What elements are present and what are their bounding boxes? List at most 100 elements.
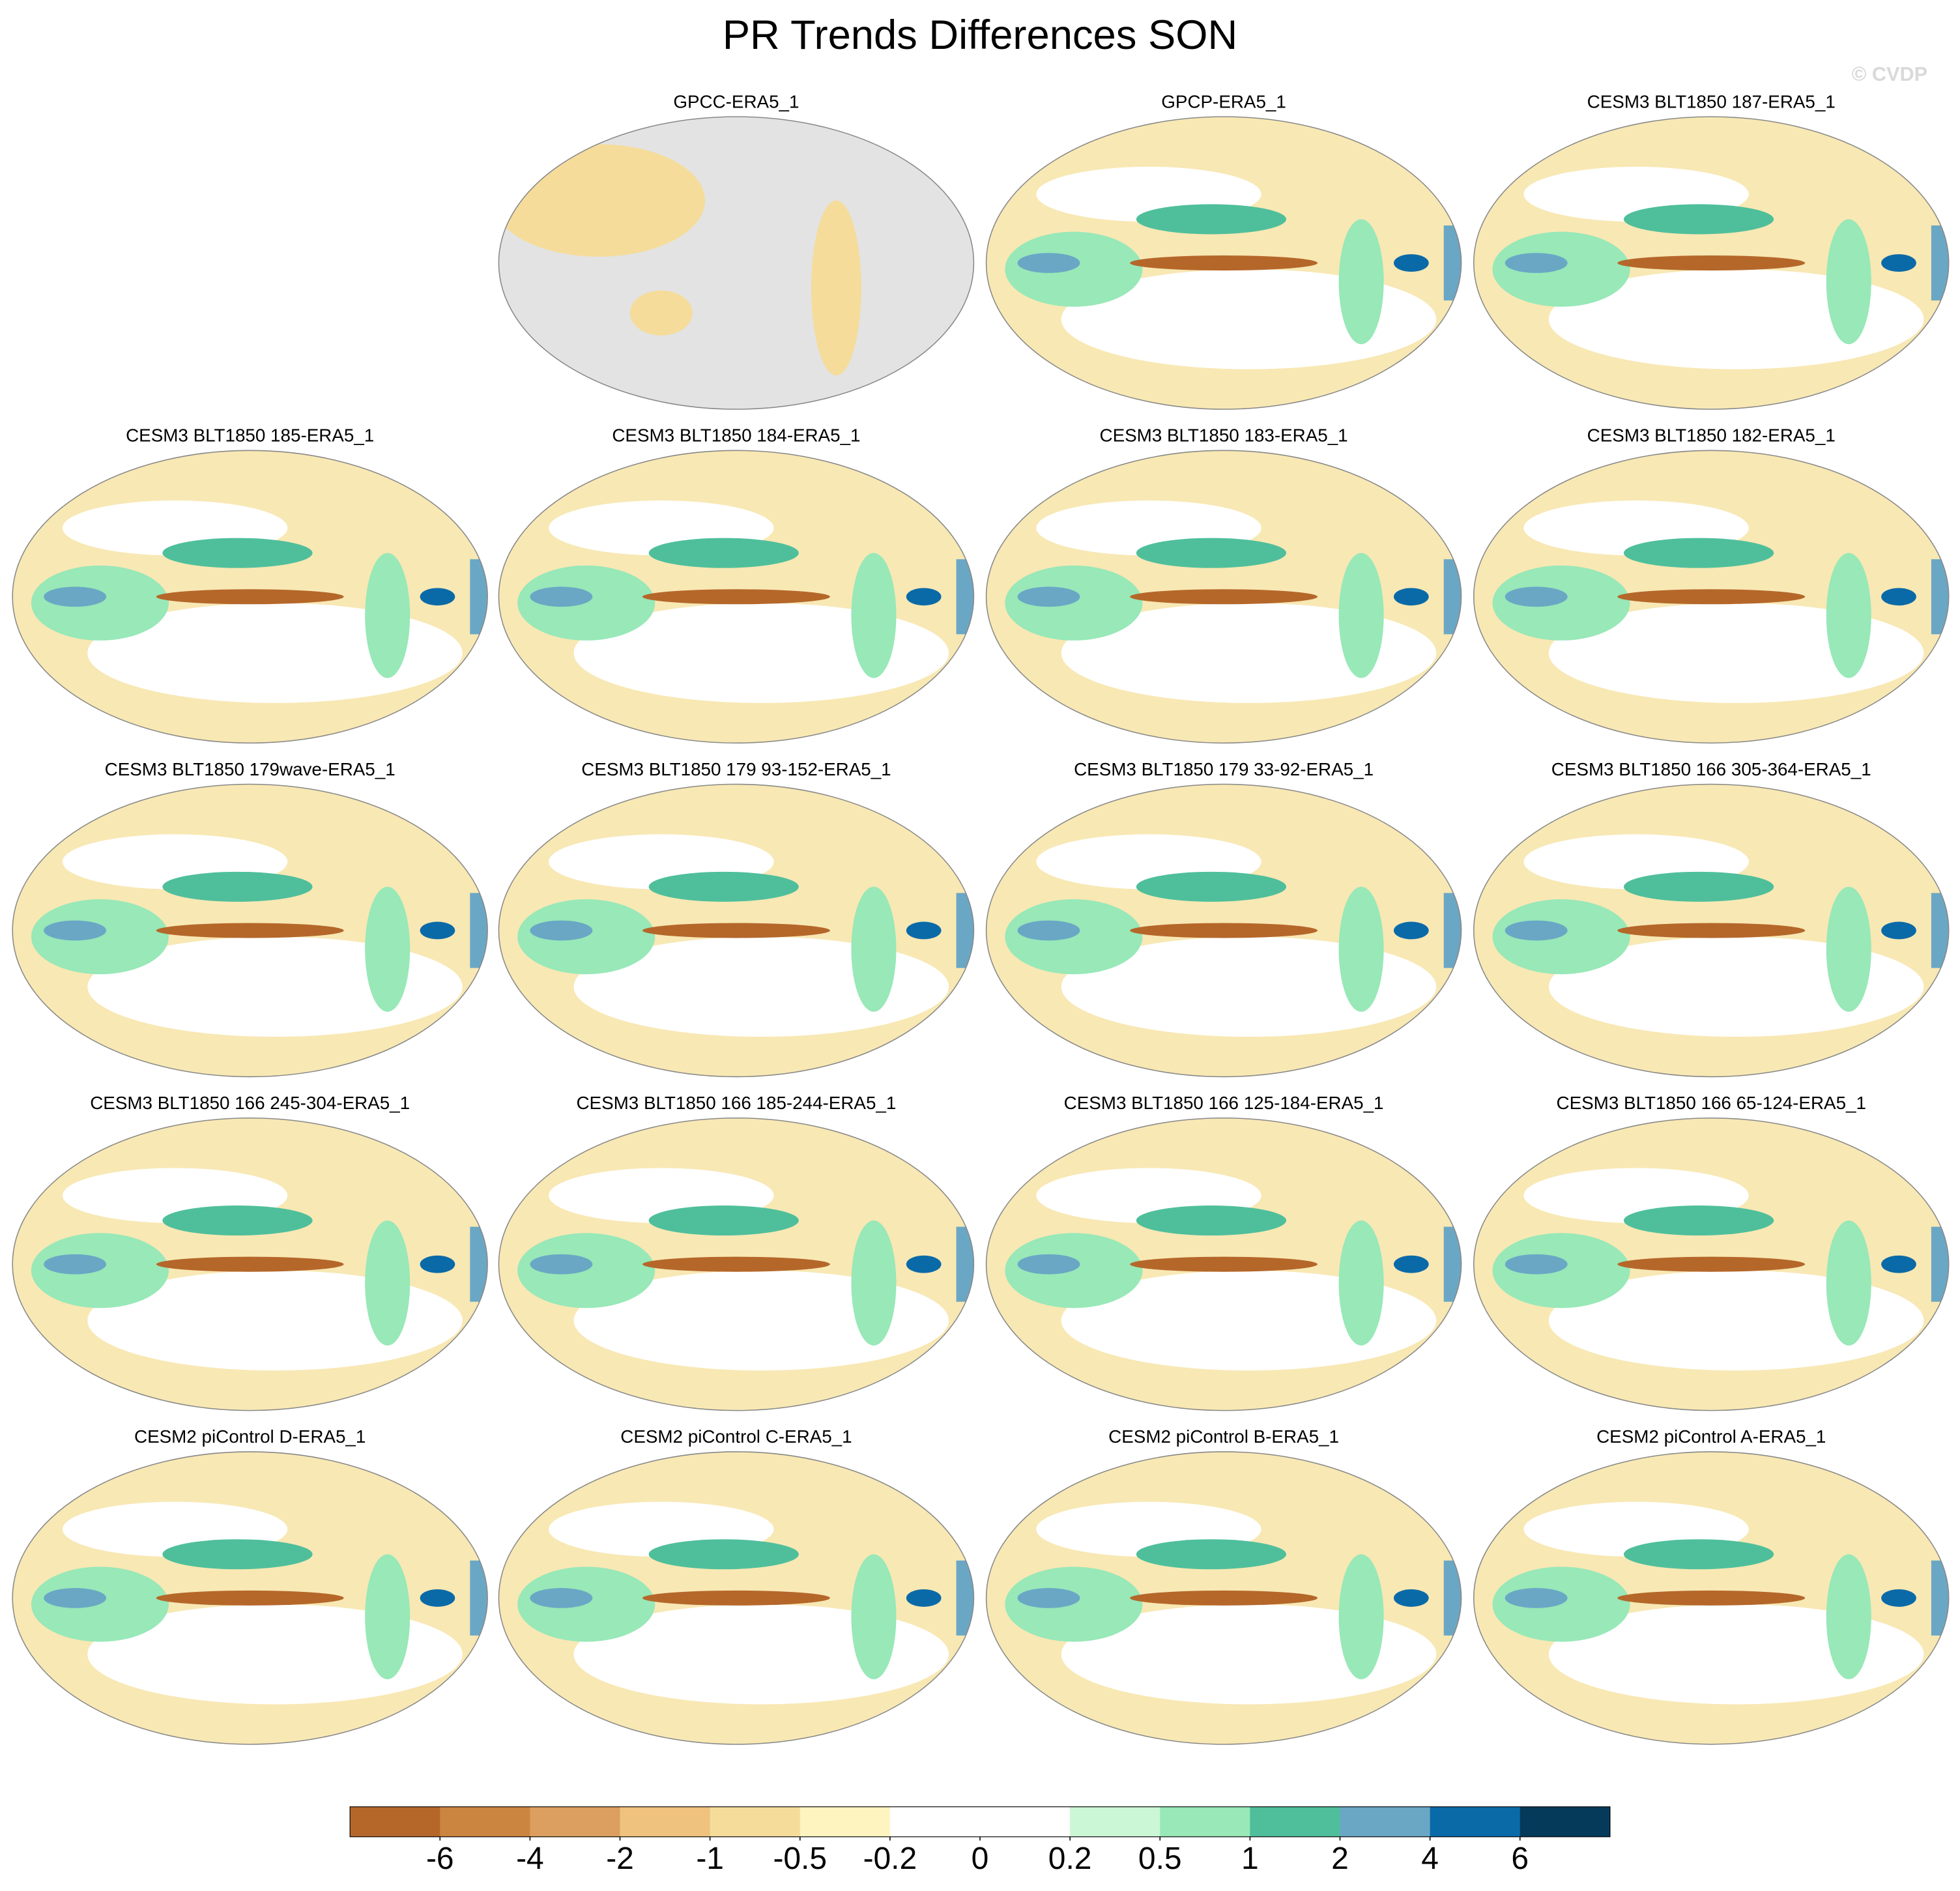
region: [156, 1590, 344, 1606]
region: [1017, 586, 1080, 607]
colorbar-label: -6: [426, 1841, 454, 1876]
region: [470, 559, 488, 635]
map-border: [498, 116, 975, 410]
map-border: [498, 1451, 975, 1745]
panel-title: CESM3 BLT1850 179wave-ERA5_1: [105, 759, 396, 779]
colorbar-label: 1: [1241, 1841, 1259, 1876]
map: [12, 450, 488, 743]
region: [1617, 923, 1806, 938]
map: [986, 1118, 1462, 1411]
region: [470, 1560, 488, 1636]
region: [1505, 586, 1568, 607]
region: [1136, 538, 1286, 568]
region: [1623, 1205, 1774, 1236]
region: [1005, 899, 1143, 975]
region: [1931, 559, 1949, 635]
map: [498, 784, 974, 1077]
colorbar-box: [889, 1806, 981, 1837]
region: [1136, 204, 1286, 235]
region: [956, 1226, 974, 1302]
region: [1338, 219, 1384, 345]
map-border: [498, 783, 975, 1078]
map: [498, 1451, 974, 1744]
region: [851, 1554, 897, 1680]
region: [1505, 920, 1568, 941]
map-border: [12, 783, 488, 1078]
watermark: © CVDP: [1852, 63, 1927, 85]
colorbar-label: 0: [972, 1841, 989, 1876]
region: [1130, 589, 1318, 605]
region: [1130, 1590, 1318, 1606]
colorbar-box: [440, 1806, 530, 1837]
region: [1826, 553, 1871, 678]
region: [1931, 1560, 1949, 1636]
colorbar-label: 0.2: [1048, 1841, 1092, 1876]
map-border: [12, 450, 488, 743]
region: [1505, 1588, 1568, 1608]
region: [648, 1205, 799, 1236]
region: [906, 588, 942, 606]
region: [1492, 565, 1630, 641]
region: [1623, 1539, 1774, 1570]
map: [986, 784, 1462, 1077]
region: [1443, 225, 1462, 301]
region: [1826, 219, 1871, 345]
colorbar-box: [1430, 1806, 1521, 1837]
colorbar-label: -2: [606, 1841, 634, 1876]
region: [1017, 253, 1080, 273]
colorbar-label: -1: [696, 1841, 724, 1876]
region: [1393, 1589, 1429, 1607]
region: [156, 589, 344, 605]
colorbar-box: [710, 1806, 801, 1837]
region: [1617, 1256, 1806, 1272]
region: [1338, 1554, 1384, 1680]
region: [956, 893, 974, 968]
region: [156, 923, 344, 938]
region: [1826, 1220, 1871, 1346]
region: [1017, 1588, 1080, 1608]
colorbar-label: 4: [1421, 1841, 1439, 1876]
land: [629, 290, 693, 336]
region: [1136, 1205, 1286, 1236]
region: [1005, 1233, 1143, 1308]
region: [1617, 1590, 1806, 1606]
map-border: [985, 116, 1462, 410]
region: [420, 1589, 455, 1607]
map: [12, 784, 488, 1077]
map: [498, 117, 974, 410]
region: [31, 1566, 169, 1642]
panel-title: CESM3 BLT1850 187-ERA5_1: [1587, 91, 1836, 111]
region: [1881, 1589, 1916, 1607]
region: [44, 920, 107, 941]
region: [31, 899, 169, 975]
map: [498, 450, 974, 743]
land: [498, 144, 705, 257]
region: [1130, 1256, 1318, 1272]
panel-title: GPCC-ERA5_1: [673, 91, 799, 111]
colorbar-box: [1250, 1806, 1341, 1837]
region: [1881, 254, 1916, 272]
region: [156, 1256, 344, 1272]
region: [517, 1233, 656, 1308]
region: [906, 1255, 942, 1273]
region: [1617, 589, 1806, 605]
region: [851, 553, 897, 678]
region: [162, 871, 313, 902]
map-border: [985, 1451, 1462, 1745]
panel-title: CESM2 piControl D-ERA5_1: [134, 1426, 366, 1447]
region: [530, 1588, 593, 1608]
region: [1005, 1566, 1143, 1642]
region: [162, 1539, 313, 1570]
region: [642, 589, 830, 605]
panel-title: CESM3 BLT1850 166 245-304-ERA5_1: [90, 1093, 410, 1113]
panel-title: CESM3 BLT1850 182-ERA5_1: [1587, 426, 1836, 446]
colorbar-label: 0.5: [1138, 1841, 1182, 1876]
region: [1931, 225, 1949, 301]
region: [162, 1205, 313, 1236]
colorbar-label: -0.2: [863, 1841, 917, 1876]
figure-title: PR Trends Differences SON: [723, 12, 1237, 58]
map-border: [12, 1451, 488, 1745]
region: [1623, 538, 1774, 568]
region: [1393, 921, 1429, 940]
